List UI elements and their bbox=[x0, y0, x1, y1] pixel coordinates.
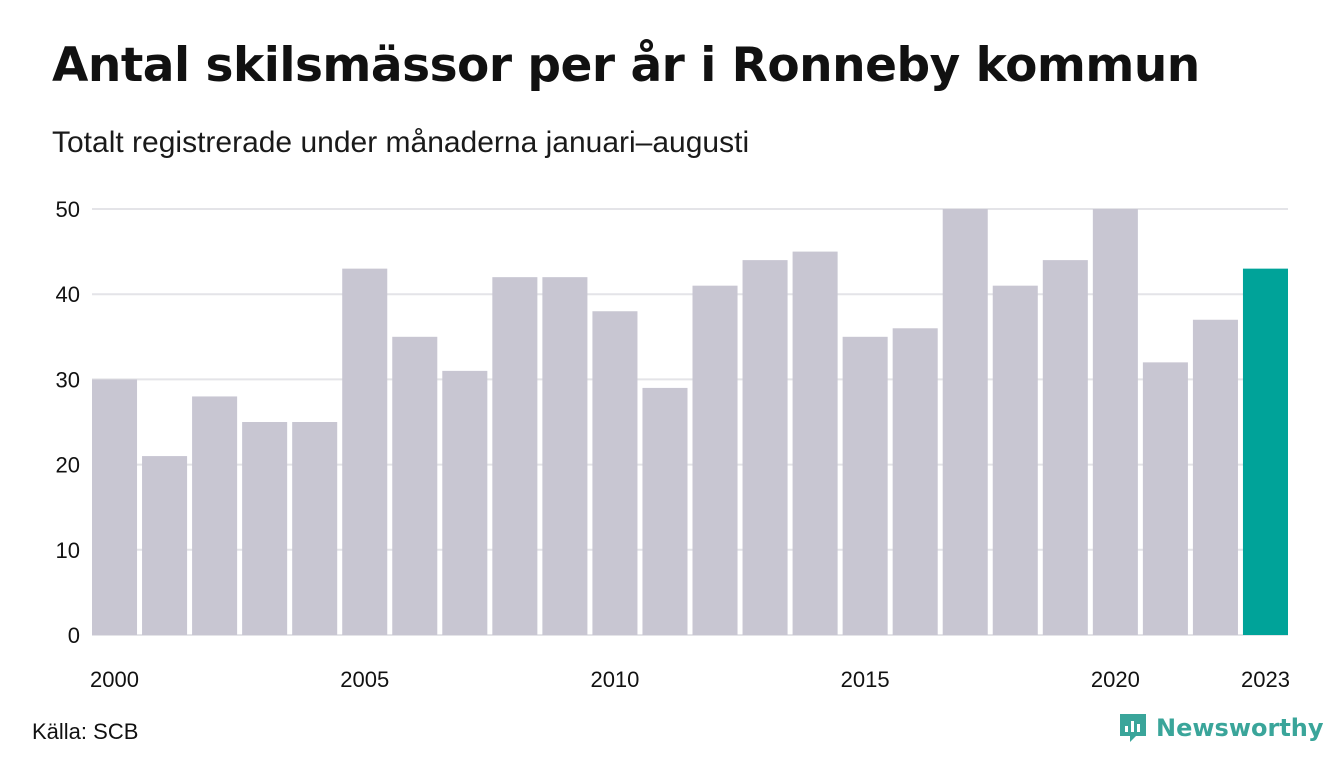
x-tick-label: 2015 bbox=[841, 667, 890, 692]
source-label: Källa: SCB bbox=[32, 719, 139, 744]
bar bbox=[442, 370, 488, 635]
x-axis-ticks: 2000 2005 2010 2015 2020 2023 bbox=[90, 667, 1290, 692]
bar bbox=[342, 268, 388, 635]
bar bbox=[1092, 209, 1138, 635]
bar bbox=[92, 379, 138, 635]
x-tick-label: 2020 bbox=[1091, 667, 1140, 692]
y-tick-label: 30 bbox=[56, 367, 80, 392]
bar bbox=[392, 336, 438, 635]
bar bbox=[242, 422, 288, 635]
bar bbox=[542, 277, 588, 635]
brand: Newsworthy bbox=[1118, 712, 1324, 744]
bar bbox=[842, 336, 888, 635]
bar bbox=[642, 387, 688, 635]
bars bbox=[92, 209, 1288, 635]
y-tick-label: 20 bbox=[56, 453, 80, 478]
bar bbox=[142, 456, 188, 635]
bar bbox=[1142, 362, 1188, 635]
y-tick-label: 0 bbox=[68, 623, 80, 648]
newsworthy-logo-icon bbox=[1120, 714, 1146, 742]
bar bbox=[942, 209, 988, 635]
y-tick-label: 50 bbox=[56, 197, 80, 222]
bar bbox=[1242, 268, 1288, 635]
bar bbox=[992, 285, 1038, 635]
x-tick-label: 2005 bbox=[340, 667, 389, 692]
bar bbox=[492, 277, 538, 635]
bar bbox=[742, 260, 788, 635]
y-tick-label: 10 bbox=[56, 538, 80, 563]
x-tick-label: 2010 bbox=[590, 667, 639, 692]
x-tick-label: 2023 bbox=[1241, 667, 1290, 692]
bar bbox=[292, 422, 338, 635]
bar bbox=[192, 396, 238, 635]
bar bbox=[792, 251, 838, 635]
chart-title: Antal skilsmässor per år i Ronneby kommu… bbox=[52, 38, 1200, 93]
bar bbox=[1192, 319, 1238, 635]
y-tick-label: 40 bbox=[56, 282, 80, 307]
brand-name: Newsworthy bbox=[1156, 714, 1324, 742]
bar bbox=[892, 328, 938, 635]
chart-subtitle: Totalt registrerade under månaderna janu… bbox=[52, 126, 750, 159]
bar bbox=[592, 311, 638, 635]
gridlines bbox=[92, 208, 1288, 636]
bar bbox=[692, 285, 738, 635]
y-axis-ticks: 0 10 20 30 40 50 bbox=[56, 197, 80, 648]
x-tick-label: 2000 bbox=[90, 667, 139, 692]
bar bbox=[1042, 260, 1088, 635]
